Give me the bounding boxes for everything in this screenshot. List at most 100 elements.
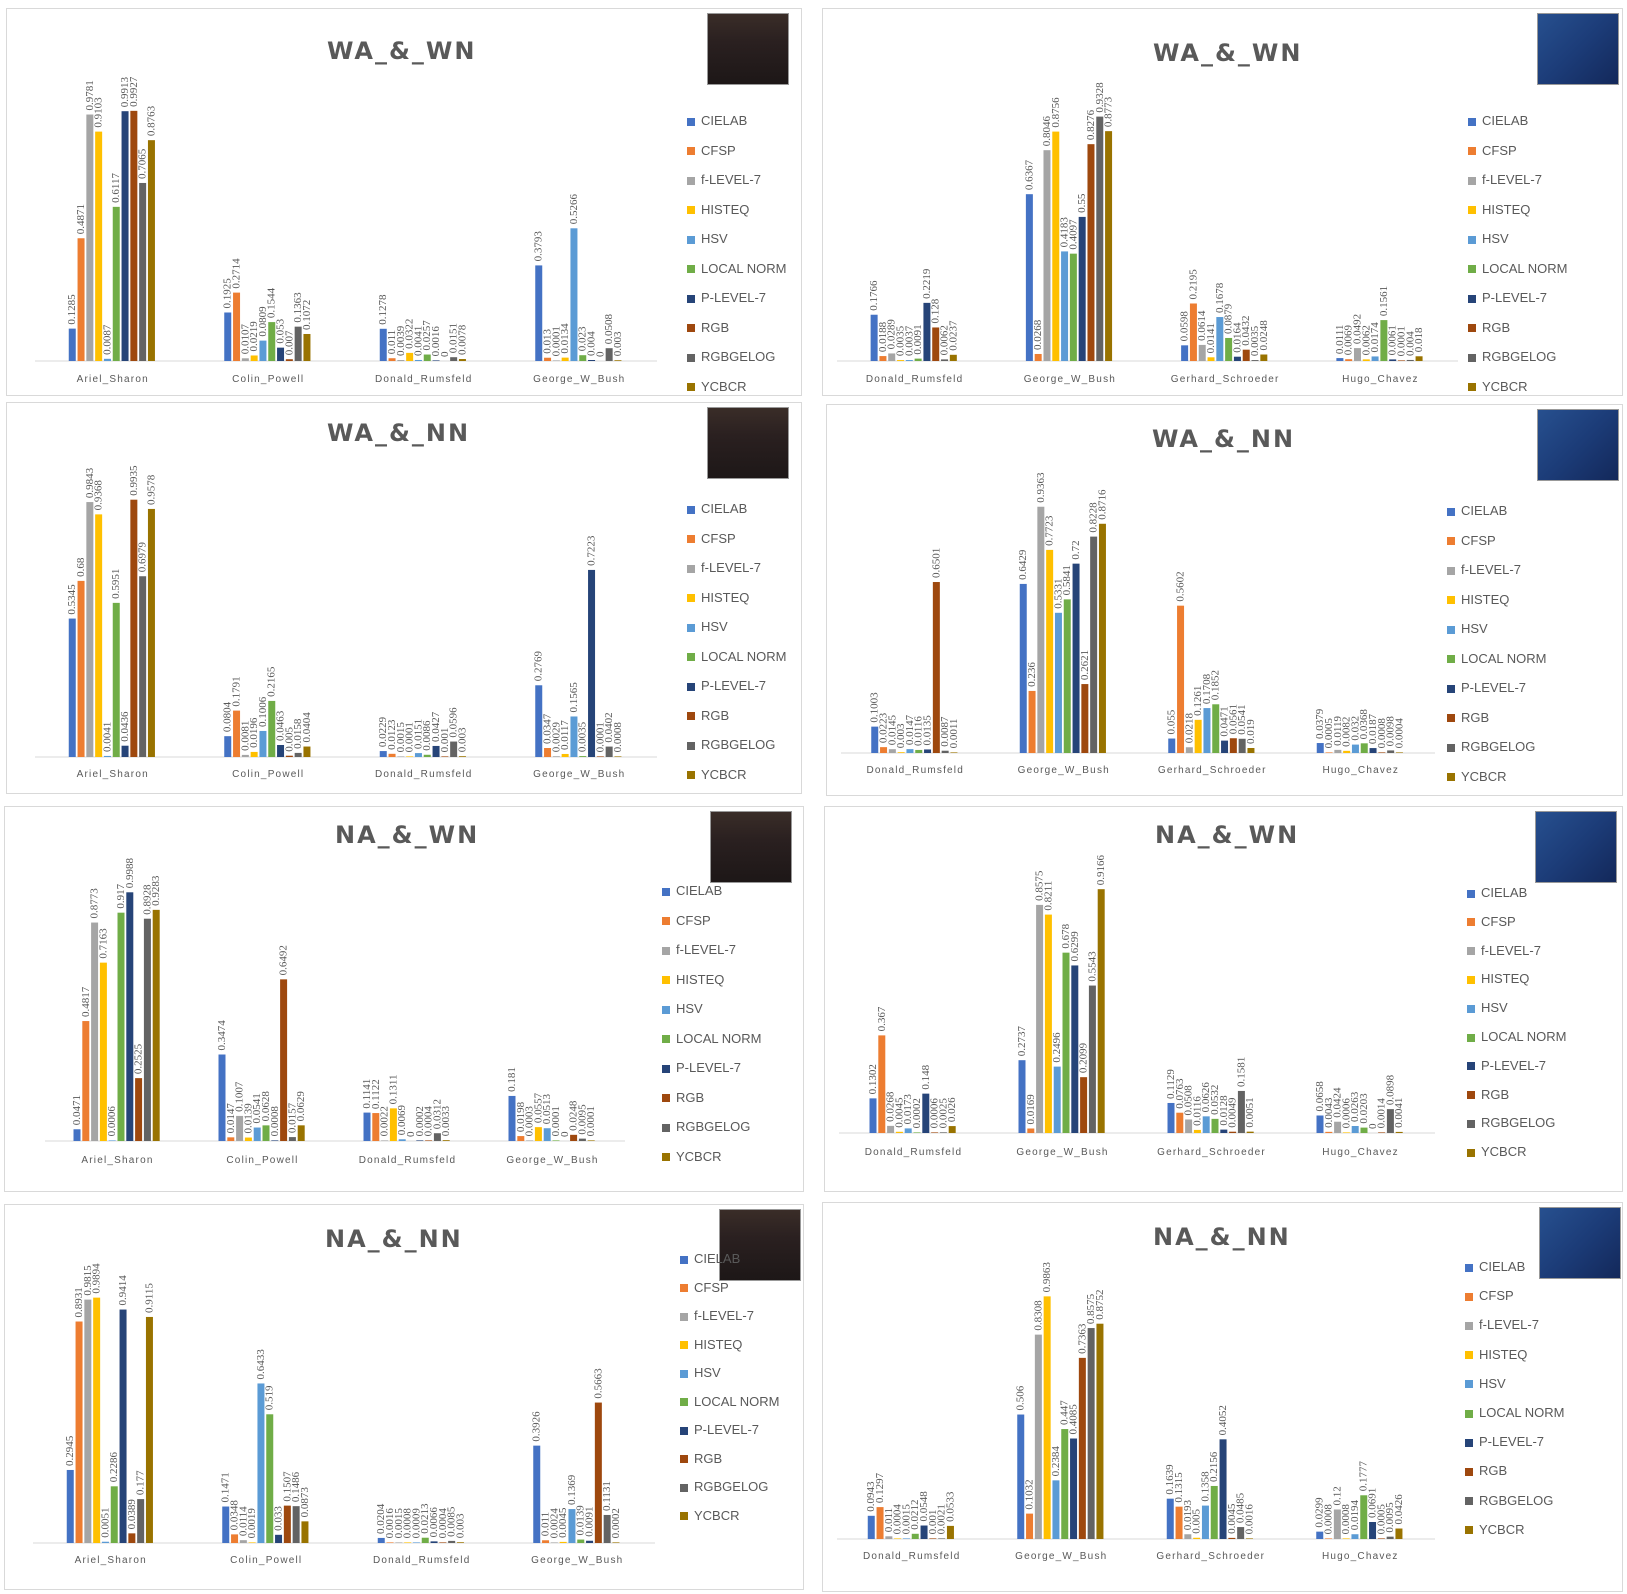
bar-hsv — [1052, 1480, 1060, 1539]
legend-label: YCBCR — [1479, 1521, 1525, 1537]
legend-item: CIELAB — [1467, 885, 1527, 900]
data-label: 0.0001 — [585, 1106, 597, 1136]
bar-rgb — [1378, 752, 1386, 753]
data-label: 0.9166 — [1095, 854, 1107, 885]
bar-ycbcr — [303, 333, 311, 361]
bar-local-norm — [1069, 253, 1077, 361]
bar-ycbcr — [948, 1126, 956, 1133]
data-label: 0.9781 — [84, 80, 96, 110]
data-label: 0.0658 — [1314, 1081, 1326, 1112]
data-label: 0.5331 — [1052, 579, 1064, 609]
data-label: 0.0541 — [251, 1093, 263, 1123]
category-label: Gerhard_Schroeder — [1171, 374, 1280, 385]
data-label: 0.12 — [1331, 1486, 1343, 1505]
bar-ycbcr — [442, 1140, 450, 1141]
data-label: 0.0001 — [550, 326, 562, 356]
data-label: 0.0347 — [542, 713, 554, 744]
data-label: 0.0424 — [1332, 1087, 1344, 1118]
data-label: 0.9363 — [1035, 472, 1047, 503]
bar-cielab — [1316, 1115, 1324, 1133]
bar-p-level-7 — [1071, 965, 1079, 1133]
data-label: 0.0008 — [1376, 718, 1388, 749]
legend-swatch — [662, 1094, 670, 1103]
data-label: 0.0014 — [1376, 1098, 1388, 1129]
data-label: 0.0508 — [1183, 1085, 1195, 1116]
data-label: 0.003 — [456, 727, 468, 752]
legend-label: RGBGELOG — [701, 349, 776, 364]
legend-item: f-LEVEL-7 — [662, 942, 736, 957]
data-label: 0.0015 — [900, 1504, 912, 1535]
bar-p-level-7 — [1389, 359, 1397, 361]
data-label: 0.0006 — [1340, 1098, 1352, 1129]
data-label: 0.0691 — [1367, 1488, 1379, 1518]
data-label: 0.9913 — [119, 76, 131, 107]
bar-p-level-7 — [923, 302, 931, 361]
bar-cielab — [1019, 583, 1027, 753]
data-label: 0.0004 — [1393, 718, 1405, 749]
data-label: 0.0194 — [1349, 1499, 1361, 1530]
legend-label: HSV — [1479, 1375, 1506, 1391]
data-label: 0.0117 — [559, 720, 571, 750]
data-label: 0.0533 — [944, 1491, 956, 1522]
legend-item: HSV — [662, 1001, 703, 1016]
category-label: Donald_Rumsfeld — [867, 765, 965, 776]
legend-item: f-LEVEL-7 — [1465, 1317, 1539, 1332]
data-label: 0.1486 — [290, 1471, 302, 1502]
data-label: 0.0008 — [1340, 1504, 1352, 1535]
data-label: 0.8752 — [1094, 1289, 1106, 1319]
legend-item: CIELAB — [687, 501, 747, 516]
bar-rgbgelog — [1237, 1527, 1245, 1539]
bar-cielab — [508, 1095, 516, 1141]
bar-histeq — [1193, 1129, 1201, 1133]
bar-p-level-7 — [586, 1540, 594, 1543]
data-label: 0.1358 — [1199, 1471, 1211, 1502]
data-label: 0.0045 — [1226, 1503, 1238, 1534]
legend-label: RGB — [701, 707, 730, 723]
legend-swatch — [1465, 1467, 1473, 1476]
legend-label: RGBGELOG — [694, 1479, 769, 1494]
bar-cfsp — [1177, 605, 1185, 753]
data-label: 0.0557 — [532, 1092, 544, 1123]
bar-cfsp — [876, 1507, 884, 1539]
legend-swatch — [662, 1035, 670, 1044]
legend-label: RGBGELOG — [676, 1119, 751, 1134]
bar-cfsp — [231, 1534, 239, 1543]
data-label: 0.0016 — [384, 1508, 396, 1539]
bar-hsv — [1203, 708, 1211, 753]
bar-cielab — [869, 1098, 877, 1133]
data-label: 0.6492 — [278, 945, 290, 975]
category-label: Donald_Rumsfeld — [865, 1147, 963, 1158]
bar-cfsp — [75, 1321, 83, 1543]
data-label: 0.1561 — [1378, 286, 1390, 316]
data-label: 0.0001 — [550, 1106, 562, 1136]
bar-local-norm — [552, 1140, 560, 1141]
bar-ycbcr — [614, 360, 622, 361]
data-label: 0.2099 — [1078, 1042, 1090, 1073]
bar-rgb — [130, 499, 138, 757]
data-label: 0.9935 — [128, 465, 140, 496]
data-label: 0.177 — [135, 1470, 147, 1495]
data-label: 0.004 — [1404, 331, 1416, 356]
bar-cielab — [533, 1445, 541, 1543]
data-label: 0.3926 — [531, 1411, 543, 1442]
data-label: 0.003 — [454, 1513, 466, 1538]
data-label: 0.7223 — [586, 535, 598, 566]
bar-cfsp — [544, 357, 552, 361]
bar-f-level-7 — [885, 1536, 893, 1539]
bar-local-norm — [1212, 704, 1220, 753]
data-label: 0.4871 — [75, 204, 87, 234]
bar-f-level-7 — [397, 360, 405, 361]
legend-label: HSV — [1482, 231, 1509, 246]
data-label: 0.0015 — [393, 1508, 405, 1539]
bar-local-norm — [1063, 599, 1071, 753]
legend-label: LOCAL NORM — [1479, 1405, 1565, 1420]
bar-histeq — [897, 752, 905, 753]
data-label: 0.0492 — [1351, 314, 1363, 344]
legend-item: YCBCR — [680, 1508, 740, 1523]
bar-local-norm — [421, 1537, 429, 1543]
data-label: 0.0035 — [577, 721, 589, 752]
bar-f-level-7 — [1037, 506, 1045, 753]
data-label: 0 — [594, 351, 606, 357]
legend-swatch — [1468, 176, 1476, 185]
